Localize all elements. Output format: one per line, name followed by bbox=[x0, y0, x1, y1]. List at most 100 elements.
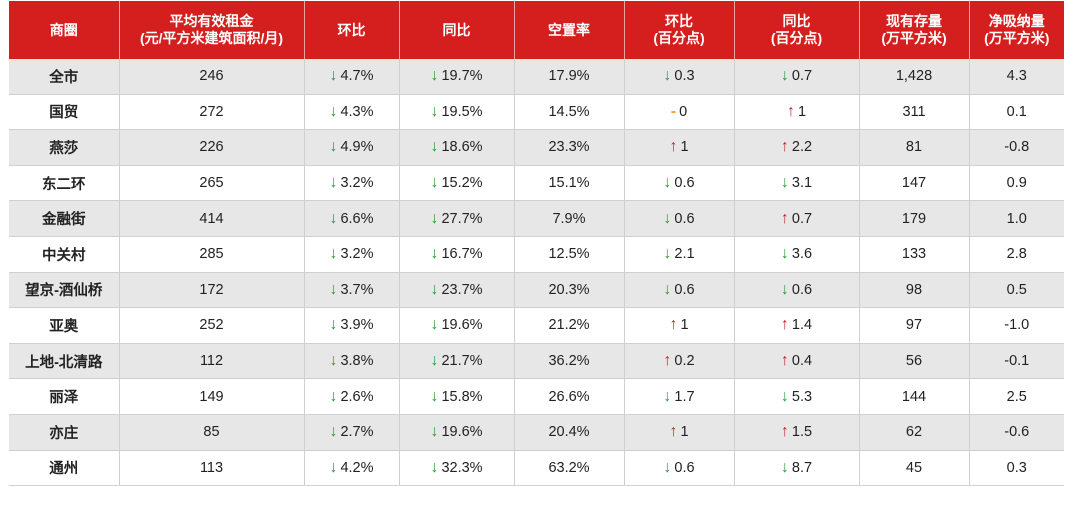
header-rent-mom-line: 环比 bbox=[337, 21, 366, 38]
table-row: 丽泽 149 ↓ 2.6% ↓ 15.8% 26.6% ↓ 1.7 ↓ 5.3 144 2.5 bbox=[9, 378, 1064, 415]
arrow-down-icon: ↓ bbox=[663, 67, 672, 85]
net-absorption-cell: -0.8 bbox=[968, 129, 1064, 166]
arrow-down-icon: ↓ bbox=[663, 209, 672, 227]
area-cell: 全市 bbox=[9, 59, 119, 95]
arrow-down-icon: ↓ bbox=[780, 458, 789, 476]
arrow-down-icon: ↓ bbox=[329, 209, 338, 227]
arrow-down-icon: ↓ bbox=[430, 316, 439, 334]
vacancy-mom-cell-value: 0.3 bbox=[674, 68, 695, 85]
arrow-down-icon: ↓ bbox=[780, 174, 789, 192]
arrow-up-icon: ↑ bbox=[669, 138, 678, 156]
avg-rent-cell: 285 bbox=[118, 236, 304, 273]
vacancy-mom-cell: ↑ 1 bbox=[623, 129, 734, 166]
avg-rent-cell: 252 bbox=[118, 307, 304, 344]
arrow-up-icon: ↑ bbox=[786, 102, 795, 120]
avg-rent-cell: 265 bbox=[118, 165, 304, 202]
vacancy-yoy-cell-value: 1.5 bbox=[791, 424, 813, 441]
vacancy-mom-cell: ↓ 0.6 bbox=[623, 200, 734, 237]
vacancy-yoy-cell-value: 0.7 bbox=[791, 210, 813, 227]
arrow-down-icon: ↓ bbox=[430, 387, 439, 405]
stock-cell: 133 bbox=[858, 236, 969, 273]
stock-cell: 179 bbox=[858, 200, 969, 237]
vacancy-yoy-cell: ↓ 3.6 bbox=[733, 236, 859, 273]
vacancy-yoy-cell-value: 5.3 bbox=[791, 388, 813, 405]
header-net-absorption-line: 净吸纳量 bbox=[988, 13, 1045, 29]
vacancy-mom-cell: ↑ 1 bbox=[623, 414, 734, 451]
vacancy-cell: 23.3% bbox=[513, 129, 624, 166]
rent-yoy-cell-value: 23.7% bbox=[441, 281, 483, 298]
avg-rent-cell: 246 bbox=[118, 59, 304, 95]
area-cell: 上地-北清路 bbox=[9, 343, 119, 380]
header-vacancy-yoy: 同比 (百分点) bbox=[733, 1, 859, 59]
rent-yoy-cell: ↓ 18.6% bbox=[398, 129, 514, 166]
area-cell: 中关村 bbox=[9, 236, 119, 273]
rent-mom-cell-value: 6.6% bbox=[340, 210, 374, 227]
net-absorption-cell: 1.0 bbox=[968, 200, 1064, 237]
stock-cell: 97 bbox=[858, 307, 969, 344]
net-absorption-cell: 2.8 bbox=[968, 236, 1064, 273]
rent-mom-cell-value: 4.7% bbox=[340, 68, 374, 85]
rent-yoy-cell-value: 27.7% bbox=[441, 210, 483, 227]
vacancy-yoy-cell: ↑ 2.2 bbox=[733, 129, 859, 166]
rent-yoy-cell-value: 19.7% bbox=[441, 68, 483, 85]
arrow-down-icon: ↓ bbox=[430, 102, 439, 120]
header-net-absorption: 净吸纳量 (万平方米) bbox=[968, 1, 1064, 59]
avg-rent-cell: 172 bbox=[118, 272, 304, 309]
vacancy-mom-cell: ↑ 0.2 bbox=[623, 343, 734, 380]
table-row: 通州 113 ↓ 4.2% ↓ 32.3% 63.2% ↓ 0.6 ↓ 8.7 45 0.3 bbox=[9, 450, 1064, 487]
arrow-up-icon: ↑ bbox=[780, 209, 789, 227]
header-net-absorption-line: (万平方米) bbox=[984, 30, 1050, 46]
stock-cell: 56 bbox=[858, 343, 969, 380]
rent-yoy-cell: ↓ 15.8% bbox=[398, 378, 514, 415]
table-row: 望京-酒仙桥 172 ↓ 3.7% ↓ 23.7% 20.3% ↓ 0.6 ↓ 0.6 98 0.5 bbox=[9, 272, 1064, 309]
arrow-down-icon: ↓ bbox=[430, 67, 439, 85]
rent-yoy-cell-value: 15.8% bbox=[441, 388, 483, 405]
vacancy-cell: 17.9% bbox=[513, 59, 624, 95]
rent-mom-cell-value: 4.3% bbox=[340, 103, 374, 120]
stock-cell: 62 bbox=[858, 414, 969, 451]
table-header: 商圈 平均有效租金 (元/平方米建筑面积/月) 环比 同比 空置率 环比 (百分点) 同比 (百分… bbox=[9, 1, 1064, 59]
vacancy-mom-cell-value: 0.6 bbox=[674, 175, 695, 192]
arrow-down-icon: ↓ bbox=[663, 245, 672, 263]
rent-yoy-cell-value: 18.6% bbox=[441, 139, 483, 156]
header-rent-mom: 环比 bbox=[303, 1, 399, 59]
stock-cell: 1,428 bbox=[858, 59, 969, 95]
rent-yoy-cell-value: 21.7% bbox=[441, 353, 483, 370]
vacancy-mom-cell: ↓ 2.1 bbox=[623, 236, 734, 273]
rent-mom-cell: ↓ 2.7% bbox=[303, 414, 399, 451]
arrow-down-icon: ↓ bbox=[780, 67, 789, 85]
vacancy-yoy-cell-value: 3.1 bbox=[791, 175, 813, 192]
rent-yoy-cell-value: 16.7% bbox=[441, 246, 483, 263]
avg-rent-cell: 112 bbox=[118, 343, 304, 380]
vacancy-yoy-cell-value: 1 bbox=[797, 103, 807, 120]
vacancy-mom-cell: ↓ 1.7 bbox=[623, 378, 734, 415]
vacancy-mom-cell-value: 1 bbox=[680, 317, 689, 334]
rent-mom-cell: ↓ 3.9% bbox=[303, 307, 399, 344]
vacancy-mom-cell: ↓ 0.3 bbox=[623, 59, 734, 95]
rent-yoy-cell: ↓ 19.7% bbox=[398, 59, 514, 95]
arrow-up-icon: ↑ bbox=[669, 316, 678, 334]
arrow-down-icon: ↓ bbox=[329, 174, 338, 192]
arrow-down-icon: ↓ bbox=[430, 280, 439, 298]
arrow-up-icon: ↑ bbox=[780, 352, 789, 370]
arrow-down-icon: ↓ bbox=[329, 67, 338, 85]
area-cell: 东二环 bbox=[9, 165, 119, 202]
arrow-down-icon: ↓ bbox=[430, 352, 439, 370]
stock-cell: 311 bbox=[858, 94, 969, 131]
arrow-down-icon: ↓ bbox=[329, 352, 338, 370]
vacancy-mom-cell: ↓ 0.6 bbox=[623, 165, 734, 202]
vacancy-yoy-cell-value: 2.2 bbox=[791, 139, 813, 156]
table-row: 上地-北清路 112 ↓ 3.8% ↓ 21.7% 36.2% ↑ 0.2 ↑ 0.4 56 -0.1 bbox=[9, 343, 1064, 380]
rent-yoy-cell-value: 32.3% bbox=[441, 459, 483, 476]
net-absorption-cell: -0.6 bbox=[968, 414, 1064, 451]
header-stock-line: 现有存量 bbox=[886, 13, 942, 29]
rent-yoy-cell-value: 19.6% bbox=[441, 317, 483, 334]
vacancy-yoy-cell: ↓ 5.3 bbox=[733, 378, 859, 415]
vacancy-mom-cell: ↓ 0.6 bbox=[623, 272, 734, 309]
rent-mom-cell: ↓ 3.2% bbox=[303, 236, 399, 273]
table-row: 燕莎 226 ↓ 4.9% ↓ 18.6% 23.3% ↑ 1 ↑ 2.2 81 -0.8 bbox=[9, 129, 1064, 166]
net-absorption-cell: 4.3 bbox=[968, 59, 1064, 95]
arrow-up-icon: ↑ bbox=[663, 352, 672, 370]
arrow-down-icon: ↓ bbox=[329, 280, 338, 298]
arrow-down-icon: ↓ bbox=[780, 280, 789, 298]
